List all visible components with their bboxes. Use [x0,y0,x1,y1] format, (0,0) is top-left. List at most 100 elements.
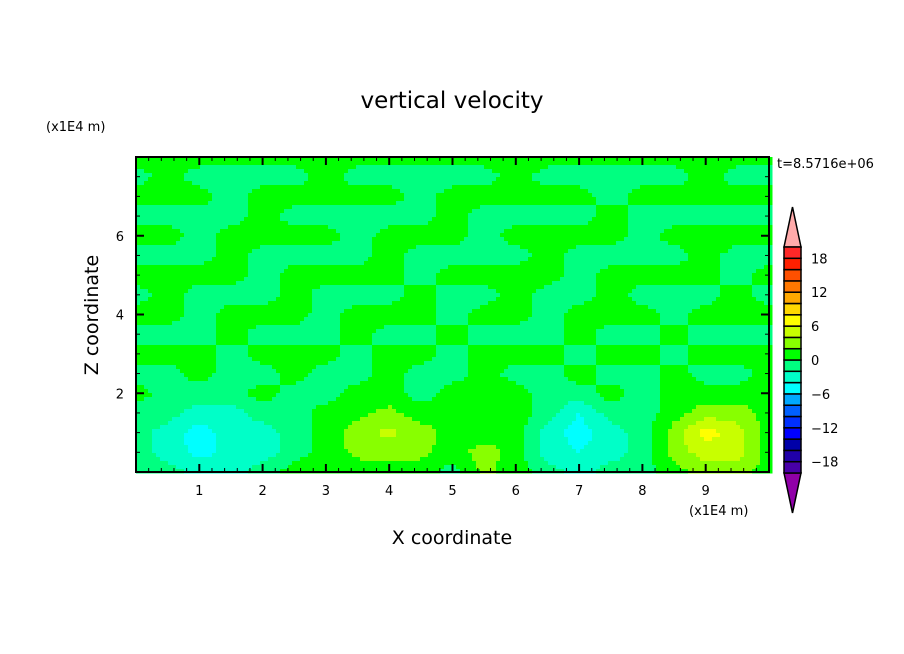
contour-cell [176,253,181,258]
contour-cell [468,205,473,210]
contour-cell [652,201,657,206]
contour-cell [360,217,365,222]
contour-cell [340,197,345,202]
contour-cell [736,241,741,246]
contour-cell [552,181,557,186]
contour-cell [464,245,469,250]
contour-cell [424,233,429,238]
contour-cell [248,277,253,282]
contour-cell [596,181,601,186]
contour-cell [720,265,725,270]
contour-cell [148,221,153,226]
contour-cell [480,277,485,282]
contour-cell [296,185,301,190]
contour-cell [720,157,725,162]
contour-cell [380,249,385,254]
contour-cell [288,277,293,282]
contour-cell [248,261,253,266]
contour-cell [180,161,185,166]
contour-cell [152,165,157,170]
contour-cell [276,185,281,190]
contour-cell [200,181,205,186]
contour-cell [516,213,521,218]
contour-cell [208,177,213,182]
contour-cell [612,157,617,162]
contour-cell [392,277,397,282]
contour-cell [488,217,493,222]
contour-cell [652,189,657,194]
contour-cell [544,241,549,246]
contour-cell [176,225,181,230]
contour-cell [504,185,509,190]
contour-cell [348,261,353,266]
contour-cell [568,261,573,266]
contour-cell [396,161,401,166]
contour-cell [556,225,561,230]
contour-cell [708,161,713,166]
contour-cell [584,249,589,254]
contour-cell [708,177,713,182]
contour-cell [152,221,157,226]
contour-cell [280,189,285,194]
contour-cell [384,249,389,254]
contour-cell [444,277,449,282]
contour-cell [284,281,289,286]
contour-cell [576,217,581,222]
contour-cell [336,241,341,246]
contour-cell [640,253,645,258]
contour-cell [676,193,681,198]
contour-cell [616,161,621,166]
contour-cell [536,221,541,226]
contour-cell [560,273,565,278]
contour-cell [436,205,441,210]
contour-cell [244,173,249,178]
contour-cell [504,261,509,266]
contour-cell [692,261,697,266]
contour-cell [680,253,685,258]
contour-cell [740,217,745,222]
contour-cell [204,205,209,210]
contour-cell [472,173,477,178]
contour-cell [144,253,149,258]
contour-cell [508,157,513,162]
contour-cell [304,273,309,278]
contour-cell [148,229,153,234]
contour-cell [164,261,169,266]
contour-cell [344,209,349,214]
contour-cell [688,273,693,278]
contour-cell [344,241,349,246]
contour-cell [208,229,213,234]
contour-cell [480,237,485,242]
contour-cell [296,169,301,174]
contour-cell [328,193,333,198]
contour-cell [344,281,349,286]
contour-cell [492,253,497,258]
contour-cell [480,257,485,262]
contour-cell [256,273,261,278]
contour-cell [696,257,701,262]
contour-cell [676,189,681,194]
contour-cell [380,185,385,190]
contour-cell [756,249,761,254]
contour-cell [364,201,369,206]
contour-cell [196,197,201,202]
contour-cell [412,265,417,270]
contour-cell [584,229,589,234]
contour-cell [432,277,437,282]
contour-cell [588,265,593,270]
contour-cell [424,205,429,210]
contour-cell [268,197,273,202]
contour-cell [416,249,421,254]
contour-cell [636,277,641,282]
contour-cell [516,197,521,202]
contour-cell [428,249,433,254]
contour-cell [716,253,721,258]
contour-cell [504,173,509,178]
contour-cell [548,249,553,254]
contour-cell [400,257,405,262]
contour-cell [632,193,637,198]
contour-cell [268,257,273,262]
contour-cell [408,173,413,178]
contour-cell [712,173,717,178]
contour-cell [616,165,621,170]
